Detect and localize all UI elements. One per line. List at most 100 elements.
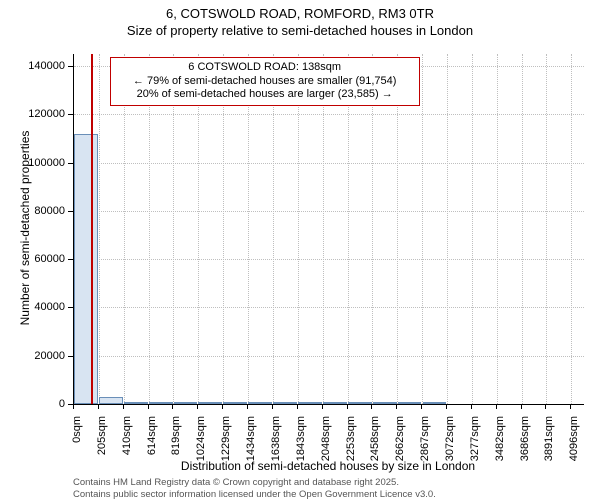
x-tick-mark: [545, 404, 546, 409]
x-tick-label: 3072sqm: [444, 416, 456, 468]
x-tick-mark: [73, 404, 74, 409]
gridline-v: [223, 54, 224, 404]
gridline-v: [372, 54, 373, 404]
annotation-line: 6 COTSWOLD ROAD: 138sqm: [117, 61, 413, 75]
x-tick-mark: [421, 404, 422, 409]
gridline-v: [497, 54, 498, 404]
footer-line-2: Contains public sector information licen…: [73, 489, 583, 500]
y-tick-label: 80000: [34, 205, 65, 217]
x-tick-mark: [172, 404, 173, 409]
plot-area: 6 COTSWOLD ROAD: 138sqm← 79% of semi-det…: [73, 54, 584, 405]
gridline-v: [571, 54, 572, 404]
y-tick-mark: [68, 307, 73, 308]
gridline-v: [149, 54, 150, 404]
histogram-bar: [198, 402, 222, 404]
histogram-bar: [298, 402, 322, 404]
gridline-v: [522, 54, 523, 404]
histogram-bar: [223, 402, 247, 404]
x-tick-mark: [371, 404, 372, 409]
gridline-v: [173, 54, 174, 404]
x-tick-label: 2458sqm: [369, 416, 381, 468]
histogram-bar: [124, 402, 148, 404]
x-tick-label: 1843sqm: [295, 416, 307, 468]
x-tick-label: 1229sqm: [220, 416, 232, 468]
x-tick-mark: [98, 404, 99, 409]
y-tick-mark: [68, 66, 73, 67]
gridline-v: [298, 54, 299, 404]
gridline-h: [74, 356, 584, 357]
y-tick-label: 20000: [34, 350, 65, 362]
histogram-bar: [423, 402, 447, 404]
y-tick-label: 60000: [34, 253, 65, 265]
histogram-bar: [74, 134, 98, 404]
x-tick-mark: [297, 404, 298, 409]
histogram-bar: [149, 402, 173, 404]
y-tick-label: 100000: [28, 157, 65, 169]
x-tick-mark: [247, 404, 248, 409]
y-tick-mark: [68, 356, 73, 357]
gridline-h: [74, 211, 584, 212]
chart-container: { "title": { "line1": "6, COTSWOLD ROAD,…: [0, 0, 600, 500]
gridline-v: [397, 54, 398, 404]
x-tick-mark: [446, 404, 447, 409]
histogram-bar: [248, 402, 272, 404]
chart-titles: 6, COTSWOLD ROAD, ROMFORD, RM3 0TR Size …: [0, 0, 600, 40]
gridline-v: [447, 54, 448, 404]
x-tick-mark: [222, 404, 223, 409]
gridline-v: [323, 54, 324, 404]
x-tick-label: 2662sqm: [394, 416, 406, 468]
x-tick-label: 3482sqm: [494, 416, 506, 468]
x-tick-mark: [322, 404, 323, 409]
gridline-v: [99, 54, 100, 404]
histogram-bar: [398, 402, 422, 404]
x-tick-mark: [570, 404, 571, 409]
x-tick-mark: [272, 404, 273, 409]
y-tick-mark: [68, 114, 73, 115]
x-tick-label: 2048sqm: [320, 416, 332, 468]
gridline-h: [74, 114, 584, 115]
x-tick-mark: [521, 404, 522, 409]
title-line-2: Size of property relative to semi-detach…: [0, 23, 600, 40]
y-tick-label: 140000: [28, 60, 65, 72]
y-tick-label: 0: [59, 398, 65, 410]
y-tick-mark: [68, 163, 73, 164]
x-tick-label: 2867sqm: [419, 416, 431, 468]
histogram-bar: [99, 397, 123, 404]
annotation-box: 6 COTSWOLD ROAD: 138sqm← 79% of semi-det…: [110, 57, 420, 106]
x-tick-label: 0sqm: [71, 416, 83, 468]
gridline-v: [472, 54, 473, 404]
footer-attribution: Contains HM Land Registry data © Crown c…: [73, 477, 583, 500]
x-tick-mark: [347, 404, 348, 409]
x-tick-mark: [396, 404, 397, 409]
histogram-bar: [373, 402, 397, 404]
gridline-v: [198, 54, 199, 404]
footer-line-1: Contains HM Land Registry data © Crown c…: [73, 477, 583, 489]
annotation-line: ← 79% of semi-detached houses are smalle…: [117, 75, 413, 89]
y-axis-label: Number of semi-detached properties: [18, 53, 32, 403]
gridline-v: [422, 54, 423, 404]
x-tick-label: 410sqm: [121, 416, 133, 468]
x-tick-mark: [496, 404, 497, 409]
x-tick-label: 614sqm: [146, 416, 158, 468]
y-tick-label: 40000: [34, 301, 65, 313]
gridline-h: [74, 307, 584, 308]
gridline-h: [74, 259, 584, 260]
property-marker-line: [91, 54, 93, 404]
title-line-1: 6, COTSWOLD ROAD, ROMFORD, RM3 0TR: [0, 6, 600, 23]
x-tick-label: 4096sqm: [568, 416, 580, 468]
gridline-v: [248, 54, 249, 404]
gridline-v: [348, 54, 349, 404]
x-tick-label: 2253sqm: [345, 416, 357, 468]
x-tick-label: 3686sqm: [519, 416, 531, 468]
gridline-v: [546, 54, 547, 404]
histogram-bar: [273, 402, 297, 404]
x-tick-label: 819sqm: [170, 416, 182, 468]
x-tick-label: 1638sqm: [270, 416, 282, 468]
gridline-h: [74, 163, 584, 164]
x-tick-label: 1434sqm: [245, 416, 257, 468]
x-tick-label: 1024sqm: [195, 416, 207, 468]
annotation-line: 20% of semi-detached houses are larger (…: [117, 88, 413, 102]
histogram-bar: [174, 402, 198, 404]
x-tick-mark: [197, 404, 198, 409]
histogram-bar: [348, 402, 372, 404]
